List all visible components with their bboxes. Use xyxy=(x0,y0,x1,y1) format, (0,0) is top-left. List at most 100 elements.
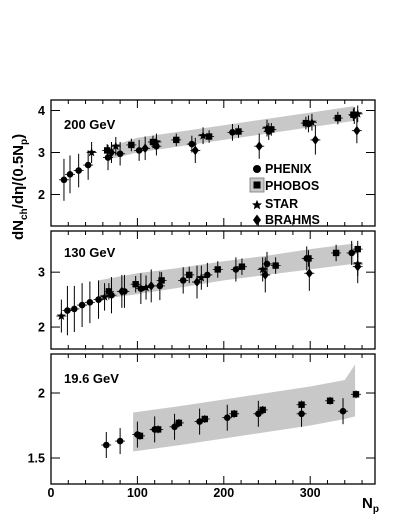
y-axis-title-close: ) xyxy=(10,134,27,139)
data-point-square xyxy=(136,432,144,440)
data-point-circle xyxy=(116,150,124,158)
data-point-star xyxy=(87,147,97,157)
systematic-band xyxy=(133,364,356,452)
data-point-square xyxy=(326,397,334,404)
legend-label: BRAHMS xyxy=(265,213,320,227)
data-point-circle xyxy=(232,266,240,273)
data-point-diamond xyxy=(141,143,149,154)
data-point-square xyxy=(350,111,357,118)
data-point-circle xyxy=(60,176,68,184)
data-point-square xyxy=(354,245,361,253)
data-point-circle xyxy=(84,161,92,169)
data-point-square xyxy=(154,426,162,433)
data-point-star xyxy=(151,137,161,146)
y-axis-title: dNch/dη/(0.5Np) xyxy=(10,134,30,240)
data-point-diamond xyxy=(147,281,155,291)
data-point-star xyxy=(258,264,268,274)
x-axis-title-subscript: p xyxy=(373,504,379,515)
data-point-circle xyxy=(229,129,236,136)
y-axis-title-middle: /dη/(0.5N xyxy=(10,145,27,208)
y-tick-label: 2 xyxy=(38,321,45,335)
panel-frame xyxy=(50,230,376,350)
legend-square-marker xyxy=(253,181,261,189)
y-tick-label: 4 xyxy=(38,104,45,118)
data-point-circle xyxy=(75,167,82,174)
data-point-square xyxy=(268,126,275,133)
data-point-circle xyxy=(263,260,271,268)
data-point-diamond xyxy=(354,261,362,272)
data-point-star xyxy=(196,272,206,282)
data-point-diamond xyxy=(191,145,199,156)
x-tick-label: 300 xyxy=(300,486,321,500)
data-point-circle xyxy=(179,277,187,284)
data-point-circle xyxy=(71,305,78,313)
data-point-circle xyxy=(204,271,211,279)
data-point-diamond xyxy=(255,141,263,151)
legend-label: PHENIX xyxy=(265,162,312,176)
data-point-square xyxy=(235,128,242,135)
data-point-square xyxy=(186,271,193,279)
data-point-circle xyxy=(102,441,110,449)
panel-label: 19.6 GeV xyxy=(64,371,119,386)
y-axis-title-sub-p: p xyxy=(19,139,30,145)
data-point-diamond xyxy=(107,147,116,158)
data-point-diamond xyxy=(353,125,361,136)
data-point-circle xyxy=(223,414,231,422)
data-point-circle xyxy=(348,249,355,257)
data-point-star xyxy=(111,141,121,151)
data-point-square xyxy=(230,410,238,417)
panel-label: 130 GeV xyxy=(64,245,116,260)
data-point-square xyxy=(132,281,139,288)
panel-frame xyxy=(50,353,376,485)
x-axis-title: Np xyxy=(362,495,379,515)
legend-label: STAR xyxy=(265,197,298,211)
data-point-circle xyxy=(135,147,143,154)
data-point-square xyxy=(302,119,310,127)
data-point-square xyxy=(214,266,221,273)
data-point-square xyxy=(334,114,342,122)
data-point-diamond xyxy=(193,277,201,287)
systematic-band xyxy=(98,243,354,300)
data-point-square xyxy=(305,255,312,262)
data-point-square xyxy=(352,391,360,398)
data-point-circle xyxy=(137,285,145,292)
data-point-square xyxy=(173,136,180,144)
data-point-star xyxy=(307,117,317,127)
data-point-square xyxy=(259,406,266,414)
y-axis-title-dn: dN xyxy=(10,220,27,240)
data-point-circle xyxy=(116,437,124,445)
legend-diamond-marker xyxy=(253,214,261,226)
plot-layer: 2 3 4 2 3 1.5 2 xyxy=(28,100,375,484)
x-tick-label: 0 xyxy=(48,486,55,500)
y-axis-title-sub-ch: ch xyxy=(19,208,30,220)
data-point-circle xyxy=(339,407,347,415)
data-point-square xyxy=(298,401,305,408)
x-tick-label: 200 xyxy=(213,486,234,500)
legend: PHENIX PHOBOS STAR BRAHMS xyxy=(249,162,320,227)
panel-19p6: 19.6 GeV xyxy=(50,353,376,485)
data-point-circle xyxy=(86,299,94,306)
y-tick-label: 3 xyxy=(38,266,45,280)
y-tick-label: 2 xyxy=(38,387,45,401)
legend-star-marker xyxy=(252,199,262,210)
data-point-circle xyxy=(196,418,203,425)
data-point-circle xyxy=(298,410,305,418)
data-point-square xyxy=(205,133,213,140)
data-point-star xyxy=(262,123,272,132)
panel-130: 130 GeV xyxy=(50,230,376,350)
data-point-square xyxy=(128,141,135,149)
data-point-square xyxy=(158,277,165,284)
data-point-diamond xyxy=(118,286,126,297)
y-tick-label: 1.5 xyxy=(28,452,45,466)
panel-200: 200 GeV PHENIX PHOBOS STAR BRAHMS xyxy=(50,99,376,227)
data-point-circle xyxy=(78,301,86,309)
y-tick-label: 3 xyxy=(38,146,45,160)
panel-label: 200 GeV xyxy=(64,117,116,132)
data-point-star xyxy=(198,130,208,140)
x-tick-label: 100 xyxy=(127,486,148,500)
data-point-diamond xyxy=(305,268,313,279)
x-axis-title-text: N xyxy=(362,495,373,512)
data-point-circle xyxy=(64,307,71,314)
data-point-diamond xyxy=(311,135,319,145)
data-point-circle xyxy=(66,171,74,178)
